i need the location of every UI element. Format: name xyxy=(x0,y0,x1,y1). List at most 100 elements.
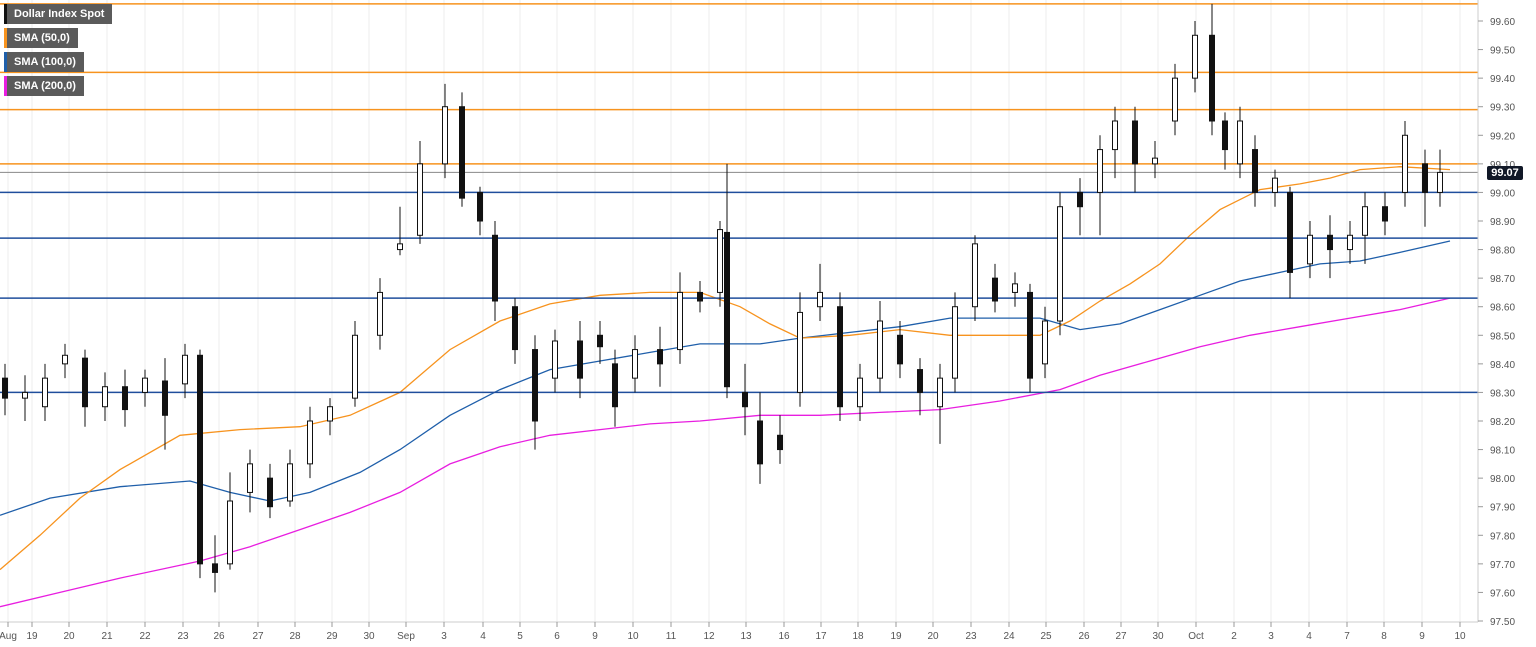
candle xyxy=(1222,112,1228,170)
candle xyxy=(307,406,313,479)
candle-body-up xyxy=(1057,206,1063,322)
x-tick-label: 4 xyxy=(1306,631,1312,642)
candle xyxy=(197,349,203,579)
candle xyxy=(227,472,233,570)
candle xyxy=(397,206,403,256)
candle xyxy=(162,358,168,450)
candle-body-down xyxy=(992,277,998,302)
candle xyxy=(267,463,273,519)
x-tick-label: 21 xyxy=(101,631,113,642)
x-tick-label: 9 xyxy=(592,631,598,642)
legend: Dollar Index Spot SMA (50,0) SMA (100,0)… xyxy=(4,4,113,100)
candle xyxy=(857,363,863,422)
candle-body-up xyxy=(1402,134,1408,193)
candle-body-down xyxy=(162,380,168,416)
candle xyxy=(1172,63,1178,136)
candle-body-down xyxy=(897,334,903,365)
candle-body-down xyxy=(267,477,273,508)
legend-item-price[interactable]: Dollar Index Spot xyxy=(4,4,113,24)
candle-body-up xyxy=(102,386,108,408)
legend-item-sma50[interactable]: SMA (50,0) xyxy=(4,28,112,48)
candle xyxy=(1057,192,1063,336)
x-tick-label: 20 xyxy=(927,631,939,642)
x-tick-label: 10 xyxy=(627,631,639,642)
candle-body-up xyxy=(717,229,723,293)
candle xyxy=(972,235,978,322)
candle-body-up xyxy=(352,334,358,399)
x-tick-label: 3 xyxy=(1268,631,1274,642)
candle-body-up xyxy=(22,391,28,399)
candle xyxy=(1152,141,1158,179)
x-tick-label: 8 xyxy=(1381,631,1387,642)
x-tick-label: 13 xyxy=(740,631,752,642)
candle xyxy=(1012,272,1018,307)
candle xyxy=(877,301,883,393)
candle xyxy=(1437,149,1443,207)
x-tick-label: 9 xyxy=(1419,631,1425,642)
candle xyxy=(597,321,603,364)
candle xyxy=(817,263,823,322)
y-tick-label: 97.50 xyxy=(1490,617,1515,628)
candle xyxy=(512,298,518,364)
candle xyxy=(632,335,638,393)
candle xyxy=(612,349,618,427)
x-axis: Aug 19 20 21 22 23 26 27 28 29 30 Sep 3 4 5 6 9 10 11 12 13 1… xyxy=(0,622,1466,642)
vertical-gridlines xyxy=(7,0,1461,622)
x-tick-label: Oct xyxy=(1188,631,1204,642)
legend-item-sma200[interactable]: SMA (200,0) xyxy=(4,76,112,96)
x-tick-label: 30 xyxy=(1152,631,1164,642)
candle-body-up xyxy=(972,243,978,308)
candle-body-up xyxy=(1112,120,1118,151)
candle xyxy=(212,535,218,593)
horizontal-levels xyxy=(0,3,1478,394)
candle-body-down xyxy=(477,191,483,222)
candle-body-up xyxy=(62,354,68,365)
candle xyxy=(742,363,748,436)
candle xyxy=(1287,186,1293,299)
candle xyxy=(837,292,843,422)
x-tick-label: 26 xyxy=(213,631,225,642)
candle-body-down xyxy=(1382,206,1388,222)
candle xyxy=(724,163,730,399)
candle xyxy=(532,335,538,450)
candle xyxy=(82,349,88,427)
legend-label-sma100: SMA (100,0) xyxy=(7,52,84,72)
candle-body-down xyxy=(512,306,518,351)
legend-item-sma100[interactable]: SMA (100,0) xyxy=(4,52,112,72)
candle-body-up xyxy=(287,463,293,502)
y-tick-label: 98.20 xyxy=(1490,417,1515,428)
candle-body-up xyxy=(42,377,48,408)
candle xyxy=(1402,121,1408,207)
candle-body-up xyxy=(952,306,958,379)
x-tick-label: 19 xyxy=(890,631,902,642)
candle xyxy=(417,141,423,244)
x-tick-label: 2 xyxy=(1231,631,1237,642)
candle xyxy=(677,272,683,364)
sma-100-path xyxy=(0,240,1451,516)
x-tick-label: 20 xyxy=(63,631,75,642)
candle xyxy=(182,343,188,399)
x-tick-label: 24 xyxy=(1003,631,1015,642)
candle xyxy=(1209,3,1215,136)
candle xyxy=(1112,106,1118,179)
legend-swatch xyxy=(4,4,7,24)
x-tick-label: 18 xyxy=(852,631,864,642)
y-tick-label: 97.60 xyxy=(1490,588,1515,599)
candle xyxy=(757,392,763,484)
candle xyxy=(1272,169,1278,207)
candle xyxy=(1327,215,1333,279)
y-tick-label: 98.60 xyxy=(1490,303,1515,314)
candle-body-down xyxy=(1027,291,1033,379)
y-tick-label: 98.30 xyxy=(1490,388,1515,399)
candle-body-up xyxy=(397,243,403,251)
candle xyxy=(1132,106,1138,193)
candle-body-down xyxy=(1222,120,1228,151)
candle xyxy=(577,321,583,399)
candle-body-down xyxy=(1287,191,1293,273)
candle xyxy=(952,292,958,393)
legend-label-price: Dollar Index Spot xyxy=(7,4,113,24)
sma-200-path xyxy=(0,297,1451,608)
candle xyxy=(937,363,943,444)
y-tick-label: 99.40 xyxy=(1490,74,1515,85)
candle-body-down xyxy=(917,369,923,393)
